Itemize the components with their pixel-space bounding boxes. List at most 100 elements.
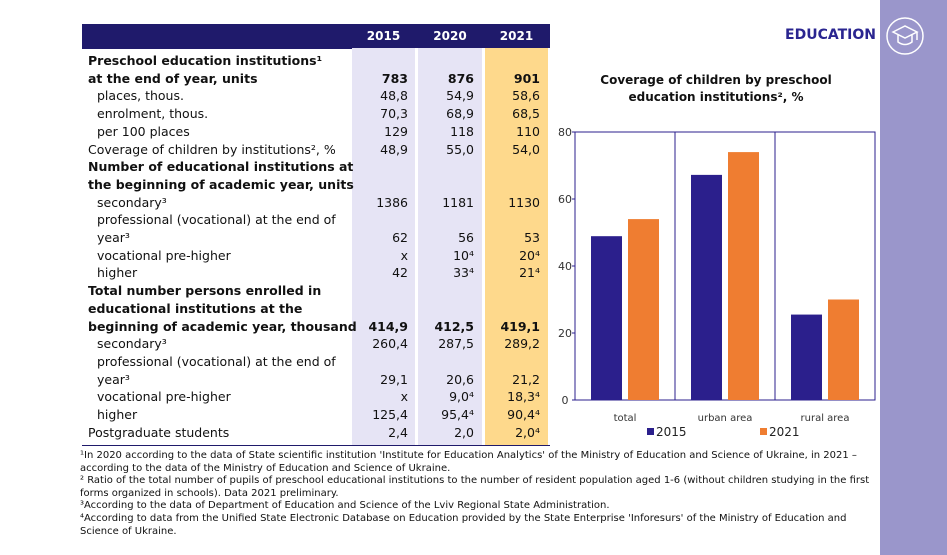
row-label: vocational pre-higher <box>97 389 231 405</box>
cell: 48,9 <box>380 141 408 157</box>
cell: 9,0⁴ <box>449 389 474 405</box>
row-label: at the end of year, units <box>88 70 258 86</box>
bar <box>691 174 722 400</box>
cell: 2,0 <box>454 424 474 440</box>
row-label: beginning of academic year, thousand <box>88 318 357 334</box>
row-label: Postgraduate students <box>88 424 230 440</box>
x-tick-label: urban area <box>698 413 753 424</box>
bar <box>628 219 659 400</box>
side-strip <box>880 0 947 555</box>
y-tick-label: 60 <box>558 193 572 206</box>
x-tick-label: rural area <box>801 413 850 424</box>
legend-swatch <box>647 428 654 435</box>
row-label: places, thous. <box>97 88 184 104</box>
row-label: professional (vocational) at the end of <box>97 212 336 228</box>
column-header: 2015 <box>366 29 401 43</box>
cell: 95,4⁴ <box>441 407 474 422</box>
footnote: ² Ratio of the total number of pupils of… <box>80 475 870 499</box>
row-label: Total number persons enrolled in <box>88 283 322 299</box>
y-tick-label: 80 <box>558 126 572 139</box>
row-label: secondary³ <box>97 194 167 210</box>
cell: 70,3 <box>380 106 408 122</box>
cell: 287,5 <box>438 336 474 352</box>
row-label: the beginning of academic year, units <box>88 176 354 192</box>
cell: 260,4 <box>372 336 408 352</box>
row-label: secondary³ <box>97 336 167 352</box>
column-header: 2020 <box>433 29 467 43</box>
row-label: Preschool education institutions¹ <box>88 53 323 68</box>
cell: 90,4⁴ <box>507 407 540 422</box>
rule <box>82 48 352 49</box>
footnote: ⁴According to data from the Unified Stat… <box>80 512 847 537</box>
cell: 54,0 <box>512 141 540 157</box>
cell: 21,2 <box>512 371 540 387</box>
cell: 125,4 <box>372 407 408 422</box>
column-bg <box>352 48 415 445</box>
cell: 58,6 <box>512 88 540 104</box>
row-label: Coverage of children by institutions², % <box>88 141 336 157</box>
cell: 20⁴ <box>519 247 540 263</box>
cell: 2,0⁴ <box>515 424 540 440</box>
column-header: 2021 <box>499 29 534 43</box>
legend-label: 2021 <box>769 425 800 439</box>
cell: 62 <box>392 230 408 245</box>
column-bg <box>418 48 482 445</box>
cell: 783 <box>381 70 408 86</box>
row-label: higher <box>97 407 138 422</box>
cell: 29,1 <box>380 371 408 387</box>
row-label: educational institutions at the <box>88 300 303 316</box>
column-bg <box>485 48 548 445</box>
footnotes: ¹In 2020 according to the data of State … <box>80 450 882 538</box>
row-label: enrolment, thous. <box>97 106 209 122</box>
cell: x <box>400 247 408 263</box>
cell: 18,3⁴ <box>507 389 540 405</box>
cell: 68,9 <box>446 106 474 122</box>
y-tick-label: 20 <box>558 327 572 340</box>
section-title: EDUCATION <box>785 27 876 43</box>
cell: 118 <box>450 123 474 139</box>
plot-frame <box>574 131 876 401</box>
cell: 110 <box>516 123 540 139</box>
chart-title: Coverage of children by preschool educat… <box>600 73 832 104</box>
cell: 2,4 <box>388 424 408 440</box>
cell: 1386 <box>376 194 408 210</box>
cell: 901 <box>513 70 540 86</box>
y-tick-label: 40 <box>558 260 572 273</box>
cell: 289,2 <box>504 336 540 352</box>
rule <box>82 445 550 446</box>
cell: 1181 <box>442 194 474 210</box>
y-tick-label: 0 <box>562 394 569 407</box>
cell: 20,6 <box>446 371 474 387</box>
cell: 1130 <box>508 194 540 210</box>
cell: 53 <box>524 230 540 245</box>
footnote: ¹In 2020 according to the data of State … <box>80 450 857 474</box>
cell: 54,9 <box>446 88 474 104</box>
cell: 55,0 <box>446 141 474 157</box>
table-header-bar <box>82 24 550 48</box>
bar <box>791 314 822 400</box>
row-label: per 100 places <box>97 123 190 139</box>
cell: 419,1 <box>500 318 540 334</box>
bar <box>828 299 859 400</box>
education-icon <box>886 17 924 55</box>
cell: x <box>400 389 408 405</box>
cell: 876 <box>447 70 474 86</box>
cell: 42 <box>392 265 408 281</box>
cell: 21⁴ <box>519 265 540 281</box>
row-label: year³ <box>97 371 130 387</box>
cell: 56 <box>458 230 474 245</box>
cell: 414,9 <box>368 318 408 334</box>
cell: 68,5 <box>512 106 540 122</box>
x-tick-label: total <box>614 413 637 424</box>
bar <box>728 152 759 400</box>
cell: 33⁴ <box>453 265 474 281</box>
legend-swatch <box>760 428 767 435</box>
row-label: higher <box>97 265 138 281</box>
row-label: Number of educational institutions at <box>88 159 354 175</box>
row-label: vocational pre-higher <box>97 247 231 263</box>
row-label: professional (vocational) at the end of <box>97 353 336 369</box>
legend-label: 2015 <box>656 425 687 439</box>
cell: 129 <box>384 123 408 139</box>
